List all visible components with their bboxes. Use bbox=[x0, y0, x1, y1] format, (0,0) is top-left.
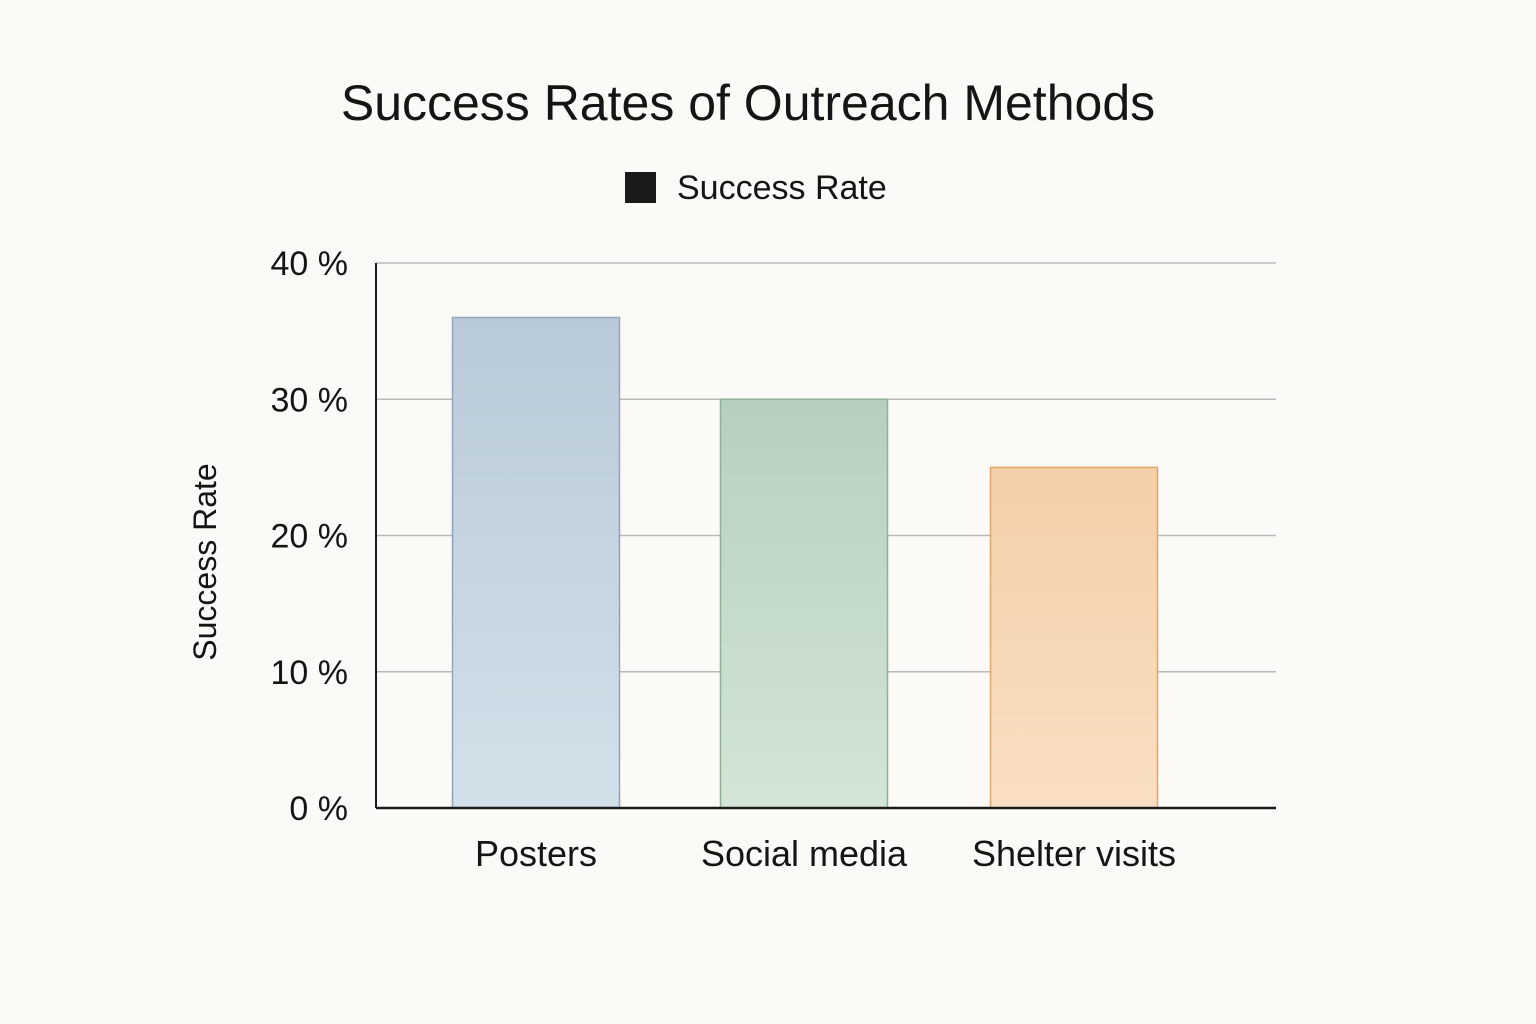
legend-swatch bbox=[625, 172, 656, 203]
y-tick-labels: 0 % 10 % 20 % 30 % 40 % bbox=[271, 245, 349, 828]
y-axis-label: Success Rate bbox=[187, 463, 223, 660]
x-category-label: Shelter visits bbox=[972, 833, 1176, 874]
bar-social-media bbox=[719, 398, 889, 809]
y-tick-label: 20 % bbox=[271, 518, 349, 556]
x-category-label: Social media bbox=[701, 833, 908, 874]
x-category-labels: Posters Social media Shelter visits bbox=[475, 833, 1176, 874]
x-category-label: Posters bbox=[475, 833, 597, 874]
y-tick-label: 10 % bbox=[271, 654, 349, 692]
legend-label: Success Rate bbox=[677, 169, 887, 207]
y-tick-label: 40 % bbox=[271, 245, 349, 283]
y-tick-label: 0 % bbox=[289, 790, 348, 828]
chart-title: Success Rates of Outreach Methods bbox=[341, 75, 1155, 131]
bars bbox=[451, 316, 1159, 809]
bar-shelter-visits bbox=[989, 466, 1159, 809]
bar-posters bbox=[451, 316, 621, 809]
y-tick-label: 30 % bbox=[271, 381, 349, 419]
legend: Success Rate bbox=[625, 169, 887, 207]
axes bbox=[375, 263, 1276, 810]
